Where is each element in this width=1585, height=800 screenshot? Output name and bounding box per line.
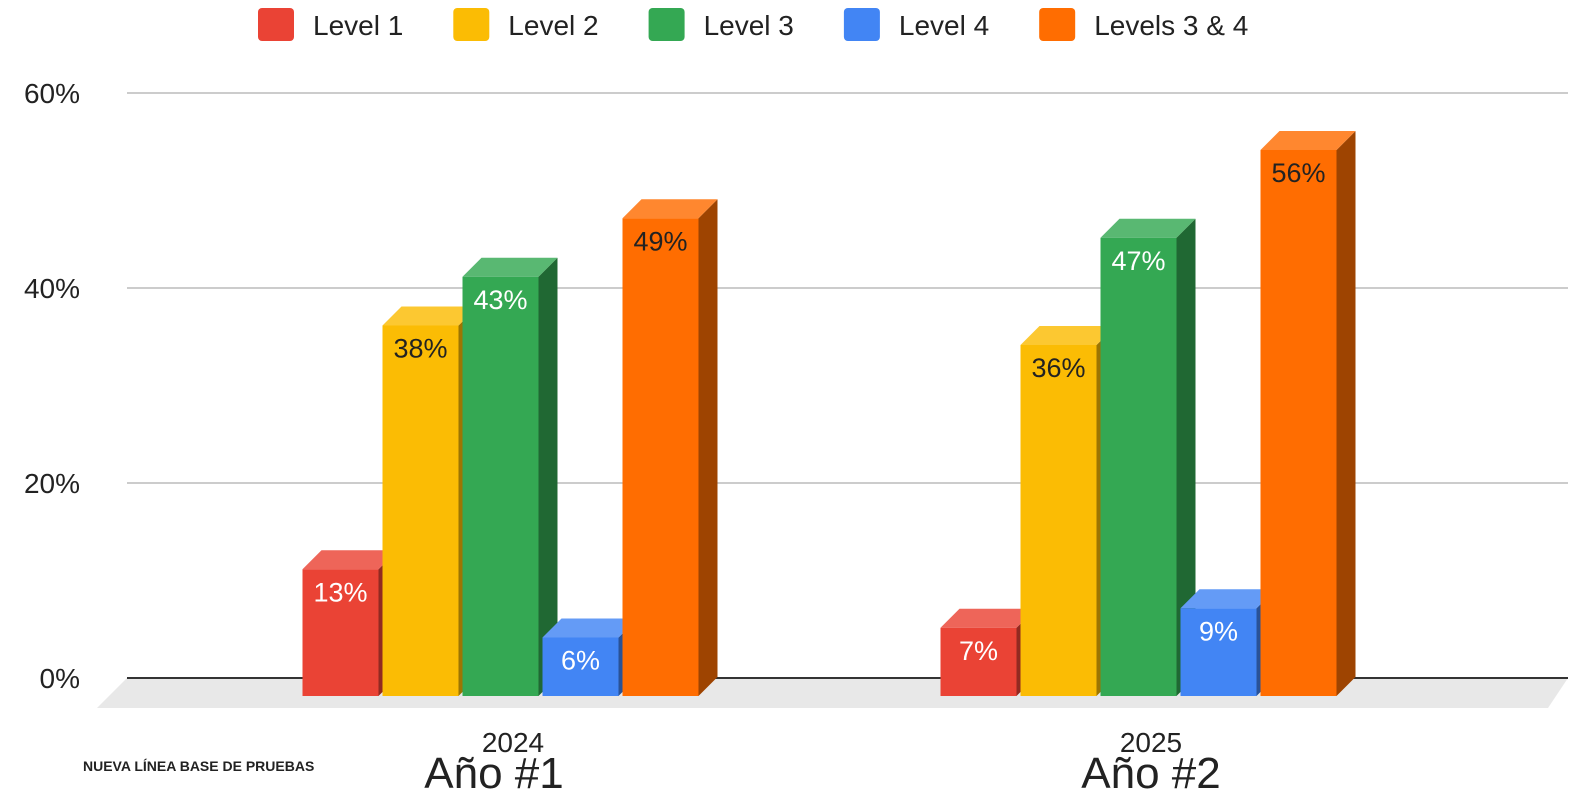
- bar-front: [1020, 345, 1097, 696]
- data-label: 6%: [561, 646, 600, 676]
- data-label: 13%: [313, 577, 367, 607]
- x-tick-label: 2024: [482, 727, 544, 758]
- bar-top: [1020, 326, 1116, 345]
- y-tick-label: 60%: [24, 78, 80, 109]
- bar-front: [1260, 150, 1337, 696]
- data-label: 38%: [393, 334, 447, 364]
- bar-side: [538, 257, 558, 696]
- bar-level-3-2024: 43%: [462, 257, 558, 696]
- legend-label: Levels 3 & 4: [1094, 10, 1248, 41]
- bar-front: [622, 218, 699, 696]
- legend-item-level-1: Level 1: [258, 8, 403, 41]
- data-label: 49%: [633, 226, 687, 256]
- legend-item-level-2: Level 2: [453, 8, 599, 41]
- bar-side: [698, 199, 718, 696]
- data-label: 7%: [959, 636, 998, 666]
- bar-front: [462, 276, 539, 696]
- legend-label: Level 1: [313, 10, 403, 41]
- bar-series: 13% 38% 43% 6% 49% 7% 36% 47% 9% 56%: [302, 131, 1356, 696]
- legend-label: Level 4: [899, 10, 989, 41]
- bar-front: [940, 627, 1017, 696]
- bar-levels-3-4-2024: 49%: [622, 199, 718, 696]
- y-tick-label: 40%: [24, 273, 80, 304]
- y-axis: 0% 20% 40% 60%: [24, 78, 80, 694]
- legend-swatch: [1039, 8, 1076, 41]
- legend-label: Level 2: [508, 10, 598, 41]
- bar-top: [1100, 218, 1196, 238]
- bar-levels-3-4-2025: 56%: [1260, 131, 1356, 696]
- x-axis: 2024 2025: [482, 727, 1182, 758]
- footer-note: NUEVA LÍNEA BASE DE PRUEBAS: [83, 758, 314, 774]
- bar-top: [622, 199, 718, 219]
- legend-item-level-4: Level 4: [843, 8, 989, 41]
- legend-swatch: [453, 8, 490, 41]
- legend-swatch: [258, 8, 294, 41]
- x-tick-label: 2025: [1120, 727, 1182, 758]
- bar-top: [302, 550, 398, 570]
- bar-front: [1100, 237, 1177, 696]
- bar-top: [1180, 589, 1276, 609]
- legend-swatch: [843, 8, 880, 41]
- legend-item-levels-3-4: Levels 3 & 4: [1039, 8, 1248, 41]
- legend-item-level-3: Level 3: [648, 8, 794, 41]
- bar-top: [542, 618, 638, 638]
- bar-front: [542, 637, 619, 696]
- legend-label: Level 3: [704, 10, 794, 41]
- bar-side: [1176, 218, 1196, 696]
- bar-level-3-2025: 47%: [1100, 218, 1196, 696]
- bar-front: [302, 569, 379, 696]
- year-caption-1: Año #1: [424, 749, 563, 798]
- bar-top: [940, 608, 1036, 628]
- y-tick-label: 20%: [24, 468, 80, 499]
- bar-top: [462, 257, 558, 277]
- chart-legend: Level 1 Level 2 Level 3 Level 4 Levels 3 & 4: [258, 8, 1248, 41]
- bar-top: [382, 306, 478, 326]
- data-label: 47%: [1111, 246, 1165, 276]
- data-label: 43%: [473, 285, 527, 315]
- data-label: 36%: [1031, 353, 1085, 383]
- bar-front: [1180, 608, 1257, 696]
- bar-side: [1336, 131, 1356, 696]
- data-label: 56%: [1271, 158, 1325, 188]
- bar-top: [1260, 131, 1356, 150]
- year-caption-2: Año #2: [1081, 749, 1220, 798]
- data-label: 9%: [1199, 616, 1238, 646]
- legend-swatch: [648, 8, 685, 41]
- bar-front: [382, 325, 459, 696]
- y-tick-label: 0%: [40, 663, 80, 694]
